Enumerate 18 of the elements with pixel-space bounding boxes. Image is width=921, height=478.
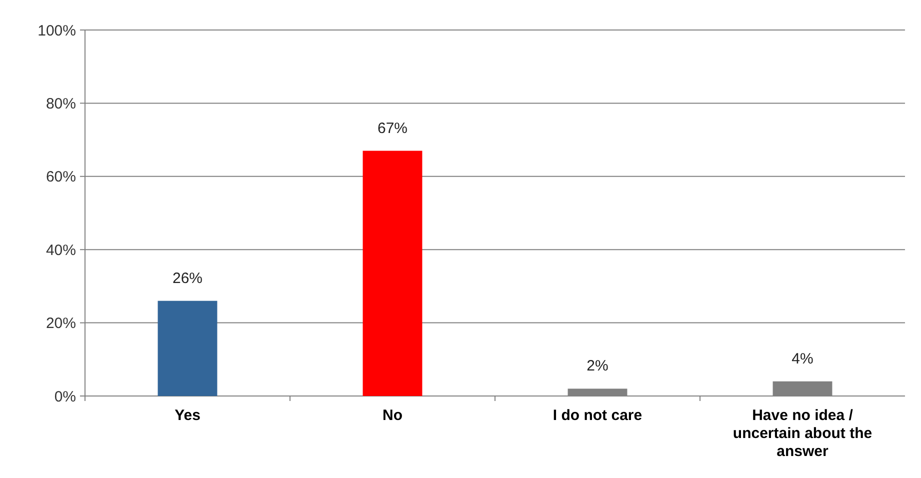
y-tick-label: 0% bbox=[54, 388, 76, 406]
x-tick-label: Yes bbox=[174, 407, 200, 424]
data-label: 4% bbox=[792, 350, 814, 368]
x-tick-label: I do not care bbox=[552, 407, 642, 424]
y-tick-label: 20% bbox=[46, 315, 76, 332]
data-label: 26% bbox=[172, 270, 203, 287]
y-tick-label: 80% bbox=[46, 95, 76, 112]
x-tick-label: No bbox=[382, 407, 402, 424]
data-label: 67% bbox=[377, 120, 408, 137]
bar bbox=[772, 381, 832, 396]
bar bbox=[158, 300, 218, 396]
x-tick-label: Have no idea / uncertain about the answer bbox=[732, 407, 872, 460]
y-tick-label: 40% bbox=[46, 242, 76, 259]
y-tick-label: 60% bbox=[46, 168, 76, 186]
bar bbox=[568, 388, 628, 396]
data-label: 2% bbox=[586, 358, 608, 375]
y-tick-label: 100% bbox=[38, 22, 76, 40]
bar bbox=[362, 150, 422, 396]
